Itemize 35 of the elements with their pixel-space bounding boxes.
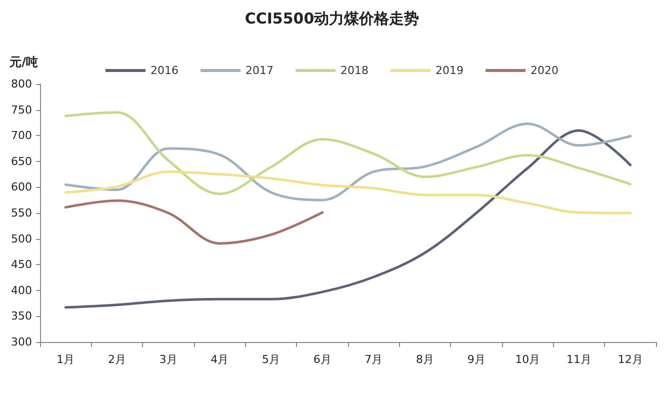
x-tick-label: 11月 — [566, 353, 592, 366]
x-tick-label: 2月 — [108, 353, 126, 366]
line-series — [64, 170, 632, 214]
y-tick-label: 600 — [11, 180, 32, 194]
x-tick-label: 10月 — [515, 353, 540, 366]
y-tick-label: 750 — [11, 103, 32, 116]
y-tick-label: 450 — [11, 258, 32, 272]
x-tick-label: 12月 — [618, 353, 643, 366]
x-tick-label: 8月 — [416, 353, 434, 366]
legend-label: 2018 — [340, 64, 369, 77]
legend-label: 2020 — [530, 64, 558, 77]
x-tick-label: 9月 — [467, 353, 486, 366]
x-tick-label: 7月 — [364, 353, 383, 366]
y-tick-label: 400 — [11, 284, 32, 297]
x-tick-label: 4月 — [210, 353, 229, 366]
y-tick-label: 550 — [11, 206, 32, 220]
x-tick-label: 6月 — [313, 353, 332, 366]
legend-label: 2017 — [246, 64, 274, 77]
legend-label: 2019 — [435, 64, 464, 77]
line-series — [64, 122, 632, 202]
x-tick-label: 3月 — [159, 353, 178, 366]
chart-title: CCI5500动力煤价格走势 — [244, 10, 420, 28]
y-tick-label: 650 — [11, 154, 32, 168]
y-tick-label: 350 — [11, 310, 32, 323]
y-tick-label: 500 — [11, 232, 32, 246]
y-tick-label: 700 — [11, 129, 32, 142]
y-tick-label: 800 — [11, 78, 32, 90]
x-tick-label: 1月 — [56, 353, 75, 366]
line-series — [64, 199, 324, 245]
line-series — [64, 129, 632, 309]
y-tick-label: 300 — [11, 336, 32, 348]
legend-label: 2016 — [150, 64, 179, 77]
line-series — [64, 111, 632, 196]
x-tick-label: 5月 — [262, 353, 280, 366]
y-axis-title: 元/吨 — [8, 55, 38, 69]
